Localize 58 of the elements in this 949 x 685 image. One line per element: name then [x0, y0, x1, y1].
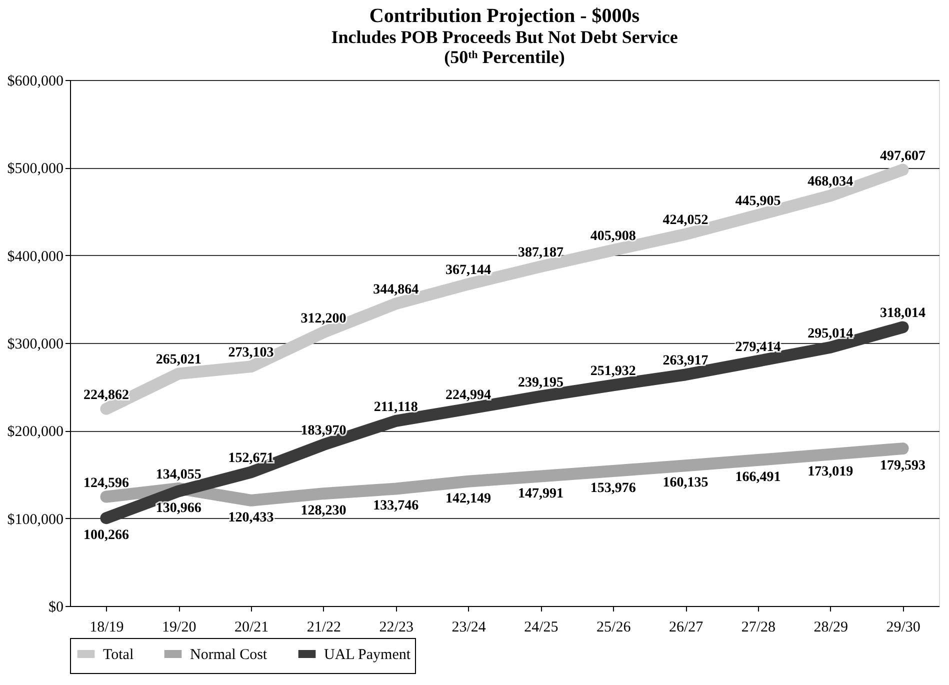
- data-label: 130,966: [156, 501, 202, 516]
- data-label: 179,593: [880, 458, 926, 474]
- legend-label: Total: [103, 647, 134, 663]
- y-tick-label: $500,000: [7, 161, 64, 178]
- y-tick-label: $0: [48, 600, 64, 616]
- data-label: 160,135: [662, 476, 708, 491]
- x-tick-label: 28/29: [814, 620, 848, 636]
- x-tick-label: 23/24: [452, 620, 486, 636]
- data-label: 152,671: [228, 451, 274, 466]
- legend-label: UAL Payment: [324, 647, 412, 663]
- data-label: 344,864: [373, 282, 419, 298]
- data-label: 273,103: [228, 346, 274, 361]
- y-tick-label: $600,000: [7, 74, 64, 90]
- x-tick-label: 25/26: [596, 620, 632, 636]
- data-label: 100,266: [83, 528, 129, 544]
- x-tick-label: 26/27: [668, 620, 704, 636]
- data-label: 445,905: [735, 194, 781, 210]
- legend-label: Normal Cost: [190, 647, 268, 663]
- data-label: 265,021: [156, 352, 202, 368]
- data-label: 239,195: [518, 375, 564, 390]
- data-label: 468,034: [808, 174, 854, 190]
- data-label: 497,607: [880, 148, 926, 164]
- data-label: 312,200: [300, 311, 346, 326]
- x-tick-label: 24/25: [524, 620, 558, 636]
- data-label: 134,055: [156, 467, 202, 482]
- data-label: 147,991: [518, 486, 564, 502]
- data-label: 224,994: [446, 388, 492, 403]
- data-label: 367,144: [446, 263, 492, 278]
- data-label: 424,052: [662, 213, 708, 228]
- data-label: 142,149: [446, 491, 492, 506]
- data-label: 173,019: [808, 464, 854, 480]
- x-tick-label: 18/19: [90, 620, 124, 636]
- data-label: 166,491: [735, 470, 781, 486]
- data-label: 153,976: [590, 481, 636, 496]
- x-tick-label: 22/23: [379, 620, 414, 636]
- x-tick-label: 27/28: [741, 620, 776, 636]
- y-tick-label: $300,000: [7, 336, 64, 352]
- x-tick-label: 20/21: [234, 620, 269, 636]
- chart-title: Contribution Projection - $000s: [369, 5, 640, 27]
- data-label: 124,596: [83, 476, 129, 491]
- text: Includes POB Proceeds But Not Debt Service: [331, 27, 678, 47]
- x-tick-label: 21/22: [306, 620, 342, 636]
- data-label: 251,932: [590, 364, 636, 380]
- data-label: 133,746: [373, 498, 419, 514]
- data-label: 211,118: [374, 400, 418, 415]
- y-tick-label: $200,000: [7, 424, 64, 440]
- x-tick-label: 19/20: [162, 620, 196, 636]
- y-tick-label: $400,000: [7, 248, 64, 265]
- y-tick-label: $100,000: [7, 512, 64, 528]
- text: (50ᵗʰ Percentile): [444, 47, 565, 67]
- data-label: 279,414: [735, 340, 781, 356]
- data-label: 405,908: [590, 229, 636, 244]
- data-label: 318,014: [880, 306, 926, 322]
- data-label: 224,862: [83, 388, 129, 403]
- data-label: 263,917: [662, 354, 708, 369]
- x-tick-label: 29/30: [886, 620, 920, 636]
- data-label: 128,230: [300, 504, 346, 519]
- data-label: 295,014: [808, 326, 854, 342]
